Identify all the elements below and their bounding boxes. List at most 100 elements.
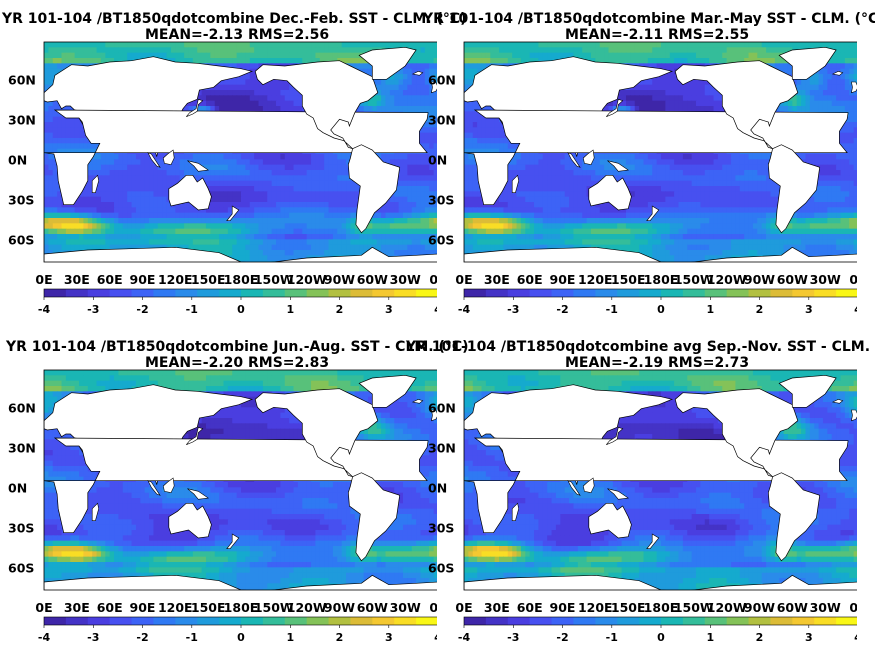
heatmap-cell bbox=[140, 175, 146, 182]
heatmap-cell bbox=[276, 52, 281, 59]
heatmap-cell bbox=[276, 186, 281, 192]
heatmap-cell bbox=[219, 228, 225, 235]
heatmap-cell bbox=[306, 250, 312, 256]
heatmap-cell bbox=[801, 90, 807, 96]
heatmap-cell bbox=[192, 239, 198, 246]
heatmap-cell bbox=[201, 159, 207, 166]
heatmap-cell bbox=[346, 191, 352, 198]
heatmap-cell bbox=[381, 42, 387, 48]
heatmap-cell bbox=[100, 218, 106, 224]
heatmap-cell bbox=[100, 191, 106, 198]
heatmap-cell bbox=[402, 106, 408, 112]
heatmap-cell bbox=[210, 170, 216, 176]
heatmap-cell bbox=[210, 159, 216, 166]
heatmap-cell bbox=[276, 175, 281, 182]
heatmap-cell bbox=[135, 159, 141, 166]
heatmap-cell bbox=[617, 58, 623, 64]
heatmap-cell bbox=[656, 100, 662, 107]
heatmap-cell bbox=[70, 42, 76, 48]
heatmap-cell bbox=[74, 239, 80, 246]
heatmap-cell bbox=[332, 234, 338, 240]
heatmap-cell bbox=[389, 74, 395, 80]
colorbar-swatch bbox=[284, 289, 308, 297]
heatmap-cell bbox=[236, 196, 242, 203]
heatmap-cell bbox=[416, 180, 422, 187]
heatmap-cell bbox=[153, 191, 159, 198]
heatmap-cell bbox=[416, 223, 422, 230]
heatmap-cell bbox=[744, 47, 750, 54]
heatmap-cell bbox=[634, 47, 640, 54]
heatmap-cell bbox=[214, 239, 220, 246]
heatmap-cell bbox=[573, 42, 579, 48]
heatmap-cell bbox=[293, 159, 299, 166]
heatmap-cell bbox=[83, 202, 89, 208]
heatmap-cell bbox=[332, 191, 338, 198]
heatmap-cell bbox=[284, 79, 290, 86]
heatmap-cell bbox=[276, 164, 281, 171]
heatmap-cell bbox=[258, 106, 264, 112]
heatmap-cell bbox=[188, 218, 194, 224]
heatmap-cell bbox=[411, 95, 417, 102]
heatmap-cell bbox=[464, 84, 469, 91]
heatmap-cell bbox=[236, 84, 242, 91]
heatmap-cell bbox=[713, 90, 719, 96]
heatmap-cell bbox=[809, 95, 815, 102]
heatmap-cell bbox=[573, 52, 579, 59]
heatmap-cell bbox=[170, 58, 176, 64]
heatmap-cell bbox=[420, 234, 426, 240]
heatmap-cell bbox=[332, 186, 338, 192]
heatmap-cell bbox=[328, 180, 334, 187]
heatmap-cell bbox=[849, 95, 855, 102]
heatmap-cell bbox=[96, 223, 102, 230]
heatmap-cell bbox=[411, 42, 417, 48]
heatmap-cell bbox=[280, 218, 286, 224]
heatmap-cell bbox=[346, 159, 352, 166]
heatmap-cell bbox=[766, 42, 772, 48]
heatmap-cell bbox=[131, 196, 137, 203]
heatmap-cell bbox=[197, 58, 203, 64]
heatmap-cell bbox=[849, 74, 855, 80]
heatmap-cell bbox=[464, 47, 469, 54]
heatmap-cell bbox=[284, 58, 290, 64]
heatmap-cell bbox=[210, 42, 216, 48]
heatmap-cell bbox=[302, 250, 308, 256]
heatmap-cell bbox=[44, 164, 49, 171]
heatmap-cell bbox=[223, 180, 229, 187]
heatmap-cell bbox=[114, 52, 120, 59]
heatmap-cell bbox=[687, 84, 693, 91]
heatmap-cell bbox=[682, 47, 688, 54]
heatmap-cell bbox=[249, 196, 255, 203]
heatmap-cell bbox=[83, 52, 89, 59]
heatmap-cell bbox=[766, 47, 772, 54]
heatmap-cell bbox=[402, 42, 408, 48]
heatmap-cell bbox=[429, 143, 435, 150]
heatmap-cell bbox=[201, 218, 207, 224]
heatmap-cell bbox=[306, 175, 312, 182]
heatmap-cell bbox=[416, 100, 422, 107]
colorbar-swatch bbox=[44, 289, 67, 297]
heatmap-cell bbox=[122, 212, 128, 219]
heatmap-cell bbox=[52, 212, 58, 219]
heatmap-cell bbox=[402, 95, 408, 102]
heatmap-cell bbox=[289, 239, 295, 246]
heatmap-cell bbox=[407, 79, 413, 86]
heatmap-cell bbox=[289, 244, 295, 251]
heatmap-cell bbox=[87, 143, 93, 150]
heatmap-cell bbox=[542, 47, 548, 54]
heatmap-cell bbox=[722, 52, 728, 59]
heatmap-cell bbox=[162, 218, 168, 224]
heatmap-cell bbox=[293, 106, 299, 112]
heatmap-cell bbox=[74, 138, 80, 144]
heatmap-cell bbox=[341, 170, 347, 176]
heatmap-cell bbox=[337, 52, 343, 59]
heatmap-cell bbox=[280, 95, 286, 102]
heatmap-cell bbox=[70, 239, 76, 246]
heatmap-cell bbox=[420, 47, 426, 54]
heatmap-cell bbox=[219, 52, 225, 59]
heatmap-cell bbox=[227, 100, 233, 107]
heatmap-cell bbox=[346, 212, 352, 219]
heatmap-cell bbox=[306, 164, 312, 171]
heatmap-cell bbox=[612, 42, 618, 48]
heatmap-cell bbox=[687, 79, 693, 86]
heatmap-cell bbox=[814, 42, 820, 48]
